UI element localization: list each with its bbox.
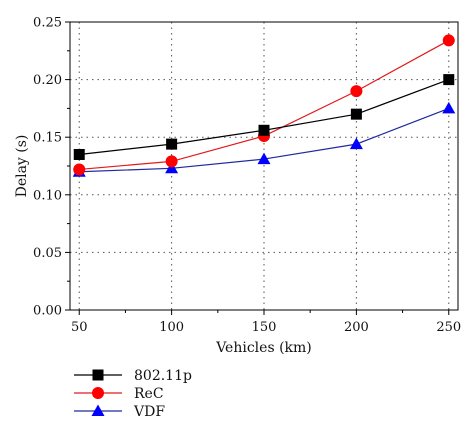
y-tick-label: 0.00 (33, 304, 62, 319)
legend-label-VDF: VDF (133, 404, 165, 420)
data-point-VDF (257, 152, 271, 165)
axis-ticks: 50 100 150 200 250 0.00 0.05 0.10 0.15 0.20 0.25 (33, 16, 461, 336)
series-lines (79, 39, 450, 173)
data-point-802.11p (350, 108, 362, 120)
x-tick-label: 100 (159, 320, 184, 335)
y-axis-title: Delay (s) (14, 135, 30, 198)
y-tick-label: 0.15 (33, 131, 62, 146)
y-tick-label: 0.10 (33, 188, 62, 203)
legend-marker-VDF (91, 404, 105, 416)
y-tick-label: 0.20 (33, 73, 62, 88)
data-point-802.11p (443, 74, 455, 86)
series-markers (72, 34, 456, 177)
legend-marker-ReC (92, 387, 104, 399)
y-tick-label: 0.25 (33, 16, 62, 31)
data-point-802.11p (258, 124, 270, 136)
x-axis-title: Vehicles (km) (215, 340, 312, 356)
data-point-VDF (165, 161, 179, 174)
data-point-802.11p (166, 138, 178, 150)
legend-label-ReC: ReC (134, 386, 164, 402)
legend: 802.11p ReC VDF (74, 368, 192, 420)
data-point-ReC (165, 155, 178, 168)
x-tick-label: 200 (344, 320, 369, 335)
x-tick-label: 250 (436, 320, 461, 335)
grid (70, 22, 458, 310)
data-point-ReC (73, 163, 86, 176)
data-point-VDF (349, 137, 363, 150)
data-point-ReC (350, 85, 363, 98)
legend-marker-802.11p (92, 369, 104, 381)
y-tick-label: 0.05 (33, 246, 62, 261)
x-tick-label: 150 (252, 320, 277, 335)
legend-label-802.11p: 802.11p (134, 368, 192, 384)
data-point-802.11p (73, 148, 85, 160)
data-point-ReC (442, 34, 455, 47)
data-point-VDF (442, 101, 456, 114)
x-tick-label: 50 (71, 320, 88, 335)
